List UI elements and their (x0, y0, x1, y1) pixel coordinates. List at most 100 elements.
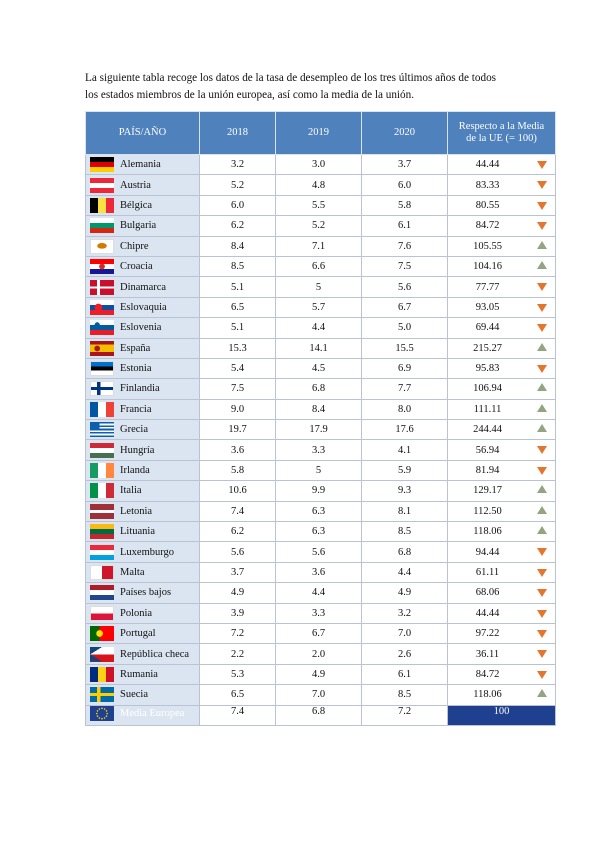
relative-value: 69.44 (475, 322, 500, 334)
triangle-down-icon (537, 364, 547, 373)
relative-value: 36.11 (475, 648, 500, 660)
value-2020: 3.2 (361, 602, 448, 624)
relative-cell: 81.94 (447, 459, 556, 482)
country-cell: Italia (85, 480, 200, 502)
country-cell: Francia (85, 398, 200, 421)
table-row: Alemania 3.2 3.0 3.7 44.44 (85, 153, 556, 176)
country-cell: Rumania (85, 663, 200, 686)
value-2019: 5.6 (275, 541, 362, 563)
country-cell: Eslovaquia (85, 296, 200, 319)
value-2018: 3.9 (199, 602, 276, 624)
flag-si-icon (90, 320, 114, 336)
value-2018: 5.6 (199, 541, 276, 563)
intro-line-2: los estados miembros de la unión europea… (85, 89, 415, 101)
eu-flag-icon (90, 706, 114, 721)
header-2019: 2019 (275, 111, 362, 155)
country-cell: República checa (85, 643, 200, 665)
flag-pt-icon (90, 626, 114, 642)
country-name: España (120, 342, 151, 354)
value-2020: 6.7 (361, 296, 448, 319)
intro-line-1: La siguiente tabla recoge los datos de l… (85, 72, 497, 84)
header-country: PAÍS/AÑO (85, 111, 200, 155)
relative-value: 118.06 (473, 526, 502, 538)
country-name: Luxemburgo (120, 546, 175, 558)
flag-gr-icon (90, 422, 114, 438)
relative-cell: 118.06 (447, 521, 556, 543)
country-cell: Grecia (85, 419, 200, 441)
table-row: Rumania 5.3 4.9 6.1 84.72 (85, 663, 556, 686)
triangle-down-icon (537, 303, 547, 312)
relative-cell: 97.22 (447, 622, 556, 645)
country-name: Rumania (120, 668, 158, 680)
triangle-up-icon (537, 424, 547, 433)
value-2019: 6.3 (275, 500, 362, 523)
country-name: Chipre (120, 240, 149, 252)
relative-value: 81.94 (475, 465, 500, 477)
country-cell: Suecia (85, 684, 200, 706)
value-2019: 5.5 (275, 194, 362, 217)
value-2020: 8.0 (361, 398, 448, 421)
flag-de-icon (90, 157, 114, 173)
flag-fi-icon (90, 381, 114, 397)
value-2018: 6.5 (199, 296, 276, 319)
value-2019: 5 (275, 459, 362, 482)
value-2020: 7.6 (361, 235, 448, 257)
value-2018: 3.6 (199, 439, 276, 461)
country-name: Finlandia (120, 383, 160, 395)
table-row: Italia 10.6 9.9 9.3 129.17 (85, 480, 556, 502)
triangle-down-icon (537, 201, 547, 210)
triangle-down-icon (537, 548, 547, 557)
relative-value: 84.72 (475, 220, 500, 232)
table-row: Chipre 8.4 7.1 7.6 105.55 (85, 235, 556, 257)
average-label: Media Europea (120, 707, 185, 719)
country-cell: Bulgaria (85, 215, 200, 237)
table-row: Malta 3.7 3.6 4.4 61.11 (85, 561, 556, 584)
value-2019: 3.3 (275, 439, 362, 461)
value-2019: 8.4 (275, 398, 362, 421)
average-2020: 7.2 (361, 704, 448, 726)
value-2019: 7.1 (275, 235, 362, 257)
value-2020: 8.1 (361, 500, 448, 523)
country-cell: Finlandia (85, 378, 200, 400)
table-row: Polonia 3.9 3.3 3.2 44.44 (85, 602, 556, 624)
relative-value: 77.77 (475, 281, 500, 293)
value-2020: 7.5 (361, 255, 448, 278)
triangle-down-icon (537, 324, 547, 333)
triangle-up-icon (537, 505, 547, 514)
value-2019: 4.5 (275, 357, 362, 380)
value-2018: 2.2 (199, 643, 276, 665)
relative-value: 93.05 (475, 301, 500, 313)
flag-nl-icon (90, 585, 114, 601)
triangle-up-icon (537, 526, 547, 535)
country-name: Polonia (120, 607, 153, 619)
country-cell: Hungría (85, 439, 200, 461)
flag-es-icon (90, 340, 114, 356)
value-2018: 10.6 (199, 480, 276, 502)
relative-value: 118.06 (473, 689, 502, 701)
average-relative: 100 (447, 704, 556, 726)
triangle-down-icon (537, 283, 547, 292)
relative-cell: 84.72 (447, 215, 556, 237)
value-2019: 4.4 (275, 317, 362, 339)
country-cell: Estonia (85, 357, 200, 380)
relative-cell: 36.11 (447, 643, 556, 665)
country-cell: Polonia (85, 602, 200, 624)
value-2020: 17.6 (361, 419, 448, 441)
value-2019: 17.9 (275, 419, 362, 441)
value-2018: 8.4 (199, 235, 276, 257)
country-cell: Lituania (85, 521, 200, 543)
value-2018: 6.2 (199, 521, 276, 543)
table-row: España 15.3 14.1 15.5 215.27 (85, 337, 556, 359)
value-2018: 5.3 (199, 663, 276, 686)
unemployment-table: PAÍS/AÑO 2018 2019 2020 Respecto a la Me… (85, 111, 556, 726)
country-name: Lituania (120, 526, 155, 538)
table-row: Hungría 3.6 3.3 4.1 56.94 (85, 439, 556, 461)
value-2018: 19.7 (199, 419, 276, 441)
relative-cell: 105.55 (447, 235, 556, 257)
relative-value: 44.44 (475, 159, 500, 171)
relative-cell: 104.16 (447, 255, 556, 278)
country-cell: Portugal (85, 622, 200, 645)
relative-cell: 68.06 (447, 582, 556, 604)
value-2019: 3.3 (275, 602, 362, 624)
flag-dk-icon (90, 279, 114, 295)
